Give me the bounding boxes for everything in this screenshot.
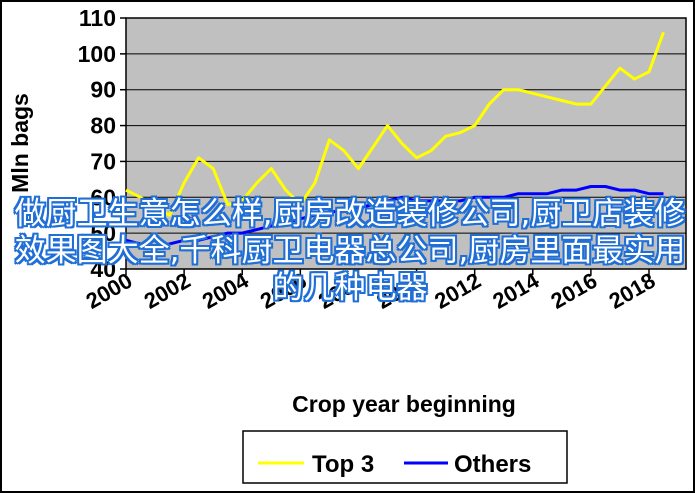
y-tick-label: 70 bbox=[90, 148, 116, 174]
y-tick-label: 90 bbox=[90, 77, 116, 103]
y-tick-label: 40 bbox=[90, 256, 116, 282]
y-axis-ticks: 40 50 60 70 80 90 100 110 bbox=[78, 5, 126, 282]
y-tick-label: 100 bbox=[78, 41, 116, 67]
y-tick-label: 80 bbox=[90, 113, 116, 139]
legend-label-others: Others bbox=[454, 451, 531, 478]
x-axis-title: Crop year beginning bbox=[292, 391, 516, 417]
y-tick-label: 50 bbox=[90, 220, 116, 246]
legend-label-top3: Top 3 bbox=[312, 451, 374, 478]
y-tick-label: 60 bbox=[90, 184, 116, 210]
y-axis-title: Mln bags bbox=[7, 93, 33, 193]
series-line-others bbox=[125, 185, 664, 249]
legend-box bbox=[242, 430, 568, 484]
legend: Top 3 Others bbox=[242, 430, 568, 484]
watermark-overlay-text: 做厨卫生意怎么样,厨房改造装修公司,厨卫店装修效果图大全,千科厨卫电器总公司,厨… bbox=[14, 196, 686, 306]
y-tick-label: 110 bbox=[79, 5, 116, 31]
series-lines bbox=[125, 31, 665, 249]
series-line-top-3 bbox=[125, 31, 665, 217]
plot-area bbox=[125, 17, 687, 270]
